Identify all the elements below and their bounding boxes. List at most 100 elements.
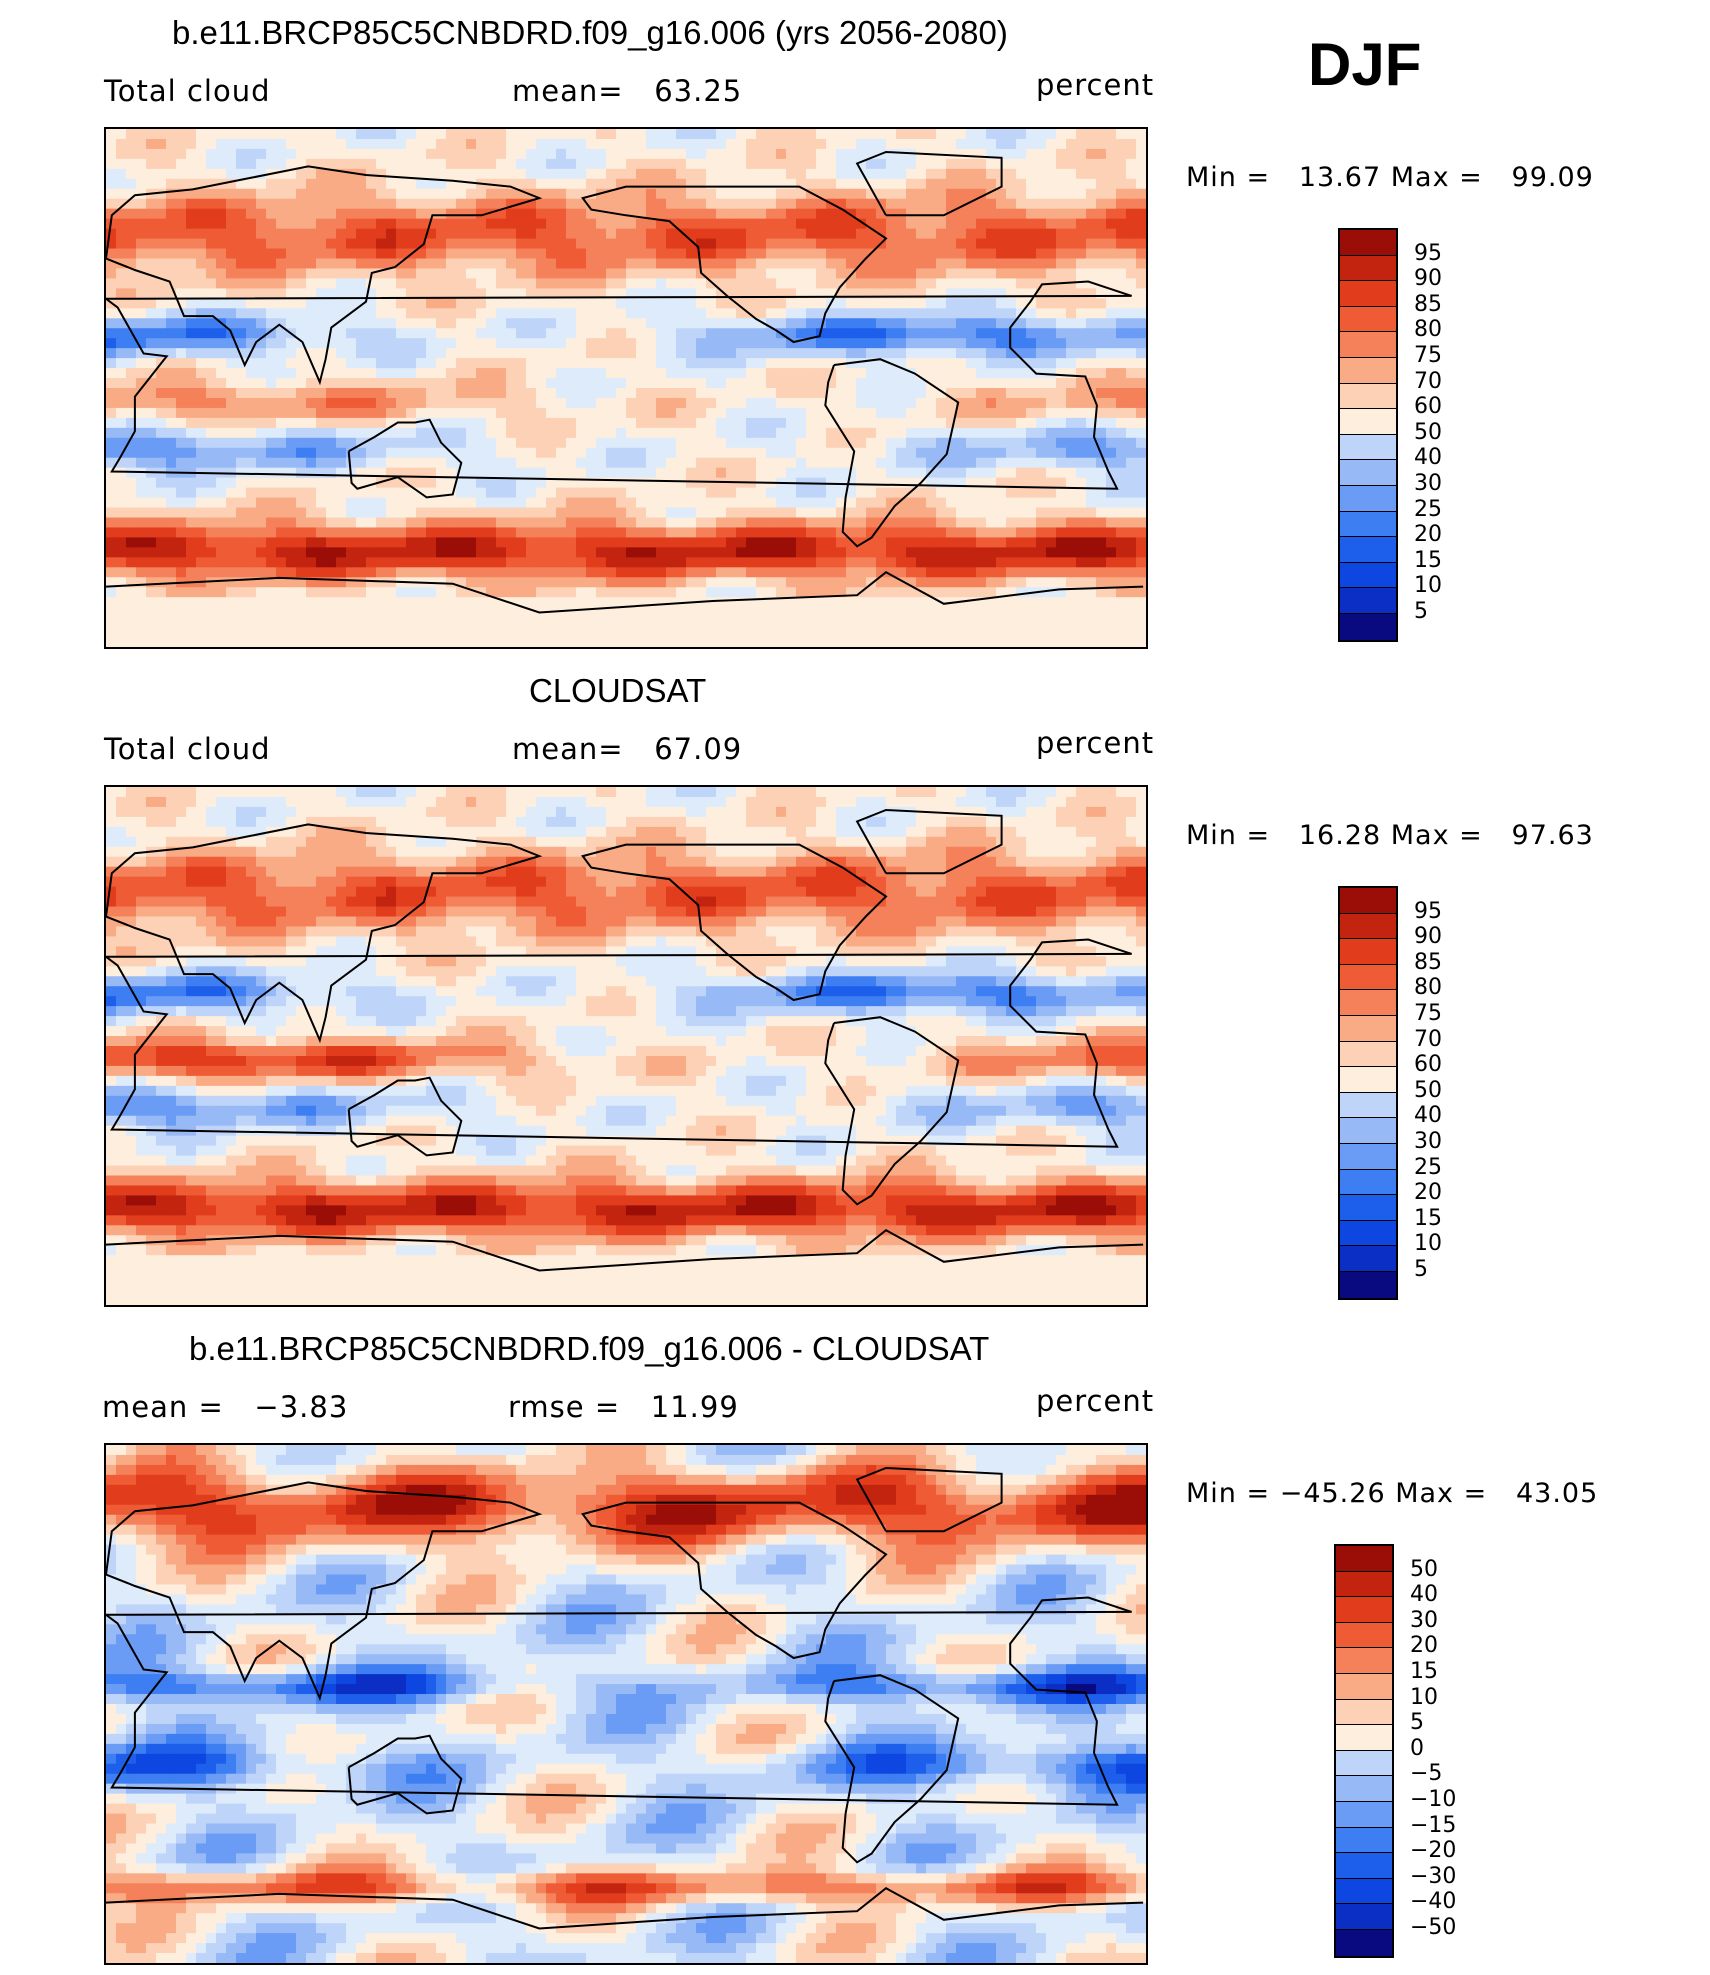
field-cell xyxy=(966,238,977,250)
field-cell xyxy=(526,148,537,160)
field-cell xyxy=(736,467,747,479)
field-cell xyxy=(246,318,257,329)
field-cell xyxy=(1046,368,1057,379)
field-cell xyxy=(826,158,837,170)
field-cell xyxy=(526,218,537,230)
field-cell xyxy=(116,248,127,260)
field-cell xyxy=(636,358,647,369)
field-cell xyxy=(996,557,1007,568)
field-cell xyxy=(396,567,407,578)
field-cell xyxy=(1066,218,1077,230)
field-cell xyxy=(806,447,817,459)
field-cell xyxy=(446,388,457,399)
field-cell xyxy=(836,417,847,429)
field-cell xyxy=(966,567,977,578)
field-cell xyxy=(1126,348,1137,359)
field-cell xyxy=(596,368,607,379)
field-cell xyxy=(796,427,807,439)
field-cell xyxy=(776,497,787,509)
field-cell xyxy=(646,397,657,409)
field-cell xyxy=(206,397,217,409)
field-cell xyxy=(1136,467,1146,479)
field-cell xyxy=(856,138,867,150)
field-cell xyxy=(356,298,367,309)
field-cell xyxy=(866,527,877,539)
field-cell xyxy=(746,547,757,558)
field-cell xyxy=(936,407,947,419)
field-cell xyxy=(906,457,917,469)
field-cell xyxy=(516,148,527,160)
field-cell xyxy=(246,497,257,509)
field-cell xyxy=(236,338,247,349)
field-cell xyxy=(726,358,737,369)
field-cell xyxy=(486,577,497,588)
field-cell xyxy=(196,567,207,578)
field-cell xyxy=(296,417,307,429)
field-cell xyxy=(996,388,1007,399)
field-cell xyxy=(706,358,717,369)
field-cell xyxy=(706,437,717,449)
field-cell xyxy=(716,178,727,190)
field-cell xyxy=(926,407,937,419)
field-cell xyxy=(966,298,977,309)
field-cell xyxy=(486,527,497,539)
field-cell xyxy=(916,358,927,369)
field-cell xyxy=(196,487,207,499)
field-cell xyxy=(436,288,447,299)
field-cell xyxy=(816,537,827,548)
field-cell xyxy=(1116,188,1127,200)
field-cell xyxy=(576,397,587,409)
field-cell xyxy=(966,228,977,240)
field-cell xyxy=(536,497,547,509)
field-cell xyxy=(646,517,657,529)
field-cell xyxy=(856,497,867,509)
field-cell xyxy=(546,527,557,539)
field-cell xyxy=(1106,557,1117,568)
field-cell xyxy=(1046,597,1057,608)
field-cell xyxy=(296,358,307,369)
field-cell xyxy=(326,368,337,379)
field-cell xyxy=(636,477,647,489)
field-cell xyxy=(486,517,497,529)
field-cell xyxy=(626,557,637,568)
field-cell xyxy=(336,378,347,389)
field-cell xyxy=(1096,278,1107,289)
field-cell xyxy=(696,188,707,200)
field-cell xyxy=(1056,467,1067,479)
field-cell xyxy=(246,417,257,429)
field-cell xyxy=(746,238,757,250)
field-cell xyxy=(446,288,457,299)
field-cell xyxy=(416,457,427,469)
field-cell xyxy=(286,447,297,459)
field-cell xyxy=(166,417,177,429)
field-cell xyxy=(1126,417,1137,429)
field-cell xyxy=(1096,158,1107,170)
field-cell xyxy=(666,467,677,479)
field-cell xyxy=(1086,557,1097,568)
field-cell xyxy=(996,587,1007,598)
field-cell xyxy=(716,547,727,558)
field-cell xyxy=(986,238,997,250)
field-cell xyxy=(446,328,457,339)
field-cell xyxy=(236,457,247,469)
field-cell xyxy=(896,437,907,449)
field-cell xyxy=(906,407,917,419)
field-cell xyxy=(486,278,497,289)
field-cell xyxy=(196,397,207,409)
field-cell xyxy=(516,338,527,349)
field-cell xyxy=(536,397,547,409)
field-cell xyxy=(816,138,827,150)
field-cell xyxy=(606,467,617,479)
field-cell xyxy=(966,328,977,339)
field-cell xyxy=(1016,497,1027,509)
field-cell xyxy=(646,477,657,489)
field-cell xyxy=(646,407,657,419)
field-cell xyxy=(1026,258,1037,270)
field-cell xyxy=(666,547,677,558)
field-cell xyxy=(436,477,447,489)
field-cell xyxy=(206,129,217,140)
field-cell xyxy=(226,437,237,449)
field-cell xyxy=(156,407,167,419)
field-cell xyxy=(1086,477,1097,489)
field-cell xyxy=(586,557,597,568)
